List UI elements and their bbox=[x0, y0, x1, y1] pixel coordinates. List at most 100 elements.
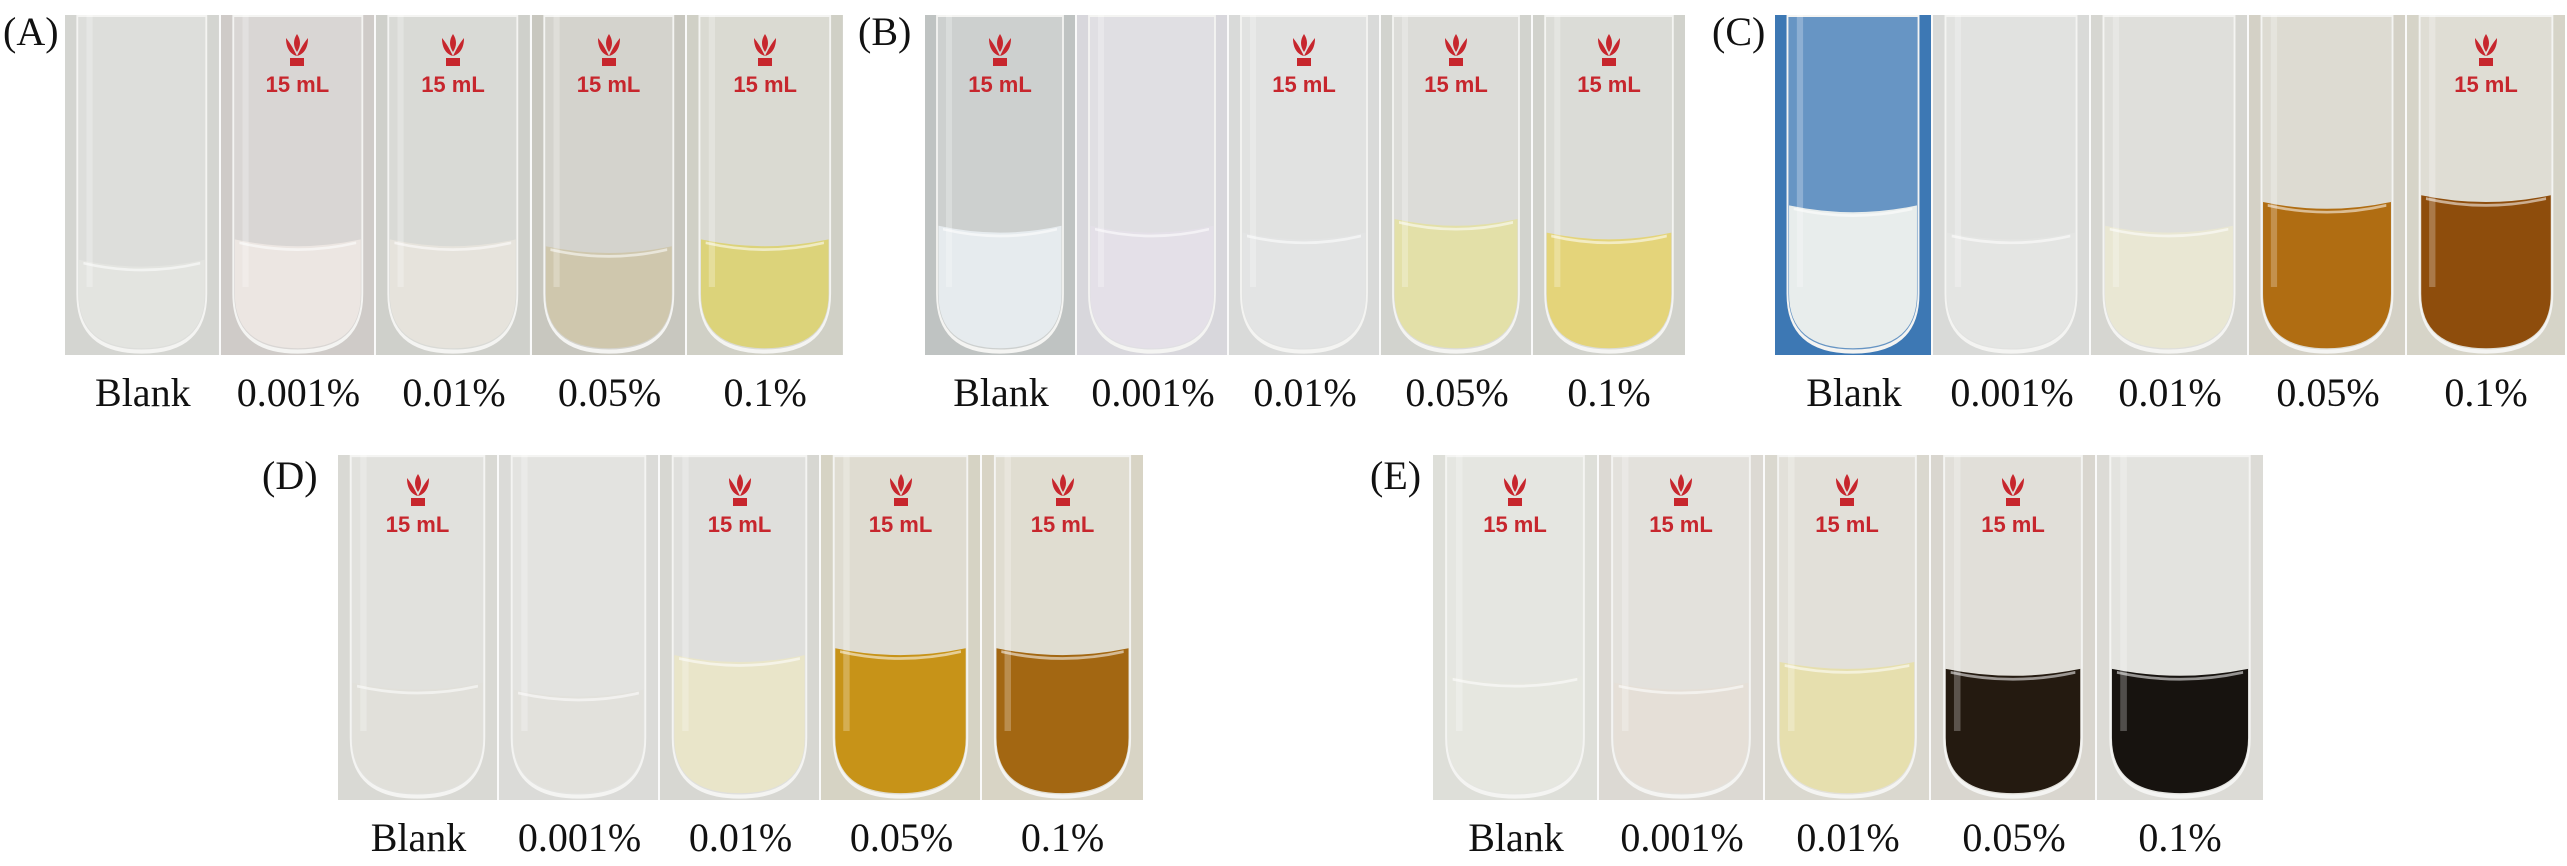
captions-e: Blank 0.001% 0.01% 0.05% 0.1% bbox=[1433, 818, 2263, 858]
tulip-logo-icon bbox=[1998, 472, 2028, 508]
caption-a-blank: Blank bbox=[95, 370, 191, 415]
liquid bbox=[1613, 682, 1749, 794]
liquid bbox=[2111, 668, 2249, 794]
caption-a-0001: 0.001% bbox=[236, 370, 361, 415]
liquid bbox=[2263, 202, 2391, 349]
tube-a-blank bbox=[65, 15, 221, 355]
volume-mark: 15 mL bbox=[1649, 512, 1713, 538]
caption-a-01: 0.1% bbox=[723, 370, 807, 415]
tube-e-01 bbox=[2097, 455, 2263, 800]
tube-photo bbox=[1931, 455, 2095, 800]
volume-mark: 15 mL bbox=[265, 72, 330, 97]
liquid bbox=[1242, 232, 1366, 349]
liquid bbox=[1789, 205, 1917, 349]
volume-mark: 15 mL bbox=[1815, 512, 1879, 538]
tube-photo bbox=[821, 455, 980, 800]
caption-c-005: 0.05% bbox=[2276, 370, 2380, 415]
volume-mark: 15 mL bbox=[385, 512, 450, 538]
tube-b-005: 15 mL bbox=[1381, 15, 1533, 355]
liquid bbox=[390, 239, 516, 349]
tube-photo bbox=[220, 15, 375, 355]
tube-a-005: 15 mL bbox=[531, 15, 688, 355]
volume-mark: 15 mL bbox=[1272, 72, 1336, 97]
tube-photo bbox=[499, 455, 658, 800]
liquid bbox=[352, 682, 483, 794]
tube-c-blank bbox=[1775, 15, 1933, 355]
tulip-logo-icon bbox=[594, 32, 624, 68]
tube-e-0001: 15 mL bbox=[1599, 455, 1765, 800]
caption-b-0001: 0.001% bbox=[1091, 370, 1215, 415]
tube-photo bbox=[376, 15, 530, 355]
captions-c: Blank 0.001% 0.01% 0.05% 0.1% bbox=[1775, 373, 2565, 413]
liquid bbox=[1779, 662, 1915, 794]
tulip-logo-icon bbox=[750, 32, 780, 68]
liquid bbox=[2421, 195, 2551, 349]
captions-a: Blank 0.001% 0.01% 0.05% 0.1% bbox=[65, 373, 843, 413]
tube-photo bbox=[338, 455, 497, 800]
liquid bbox=[835, 648, 966, 794]
caption-c-001: 0.01% bbox=[2118, 370, 2222, 415]
liquid bbox=[674, 655, 805, 794]
tube-photo bbox=[1765, 455, 1929, 800]
caption-c-01: 0.1% bbox=[2444, 370, 2528, 415]
liquid bbox=[1947, 232, 2075, 349]
tulip-logo-icon bbox=[403, 472, 433, 508]
tube-d-blank: 15 mL bbox=[338, 455, 499, 800]
captions-b: Blank 0.001% 0.01% 0.05% 0.1% bbox=[925, 373, 1685, 413]
tulip-logo-icon bbox=[1832, 472, 1862, 508]
tube-photo bbox=[1533, 15, 1685, 355]
tube-photo bbox=[1775, 15, 1931, 355]
tube-e-001: 15 mL bbox=[1765, 455, 1931, 800]
volume-mark: 15 mL bbox=[733, 72, 797, 97]
panel-label-b: (B) bbox=[858, 9, 912, 54]
tulip-logo-icon bbox=[438, 32, 468, 68]
photo-strip-c: 15 mL bbox=[1775, 15, 2565, 355]
tube-a-0001: 15 mL bbox=[220, 15, 377, 355]
tube-c-0001 bbox=[1933, 15, 2091, 355]
tube-d-0001 bbox=[499, 455, 660, 800]
panel-label-e: (E) bbox=[1370, 453, 1422, 498]
volume-mark: 15 mL bbox=[868, 512, 933, 538]
tube-photo bbox=[982, 455, 1143, 800]
caption-e-005: 0.05% bbox=[1962, 815, 2066, 860]
caption-d-0001: 0.001% bbox=[517, 815, 642, 860]
liquid bbox=[701, 239, 829, 349]
caption-e-blank: Blank bbox=[1468, 815, 1564, 860]
tulip-logo-icon bbox=[1441, 32, 1471, 68]
volume-mark: 15 mL bbox=[1424, 72, 1488, 97]
liquid bbox=[78, 259, 205, 349]
volume-mark: 15 mL bbox=[2454, 72, 2518, 97]
tube-e-blank: 15 mL bbox=[1433, 455, 1599, 800]
volume-mark: 15 mL bbox=[968, 72, 1032, 97]
tube-d-01: 15 mL bbox=[982, 455, 1143, 800]
tube-d-005: 15 mL bbox=[821, 455, 982, 800]
tube-photo bbox=[1599, 455, 1763, 800]
volume-mark: 15 mL bbox=[1577, 72, 1641, 97]
volume-mark: 15 mL bbox=[576, 72, 641, 97]
photo-strip-e: 15 mL 15 mL 15 mL 15 mL bbox=[1433, 455, 2263, 800]
volume-mark: 15 mL bbox=[1030, 512, 1095, 538]
tube-c-01: 15 mL bbox=[2407, 15, 2565, 355]
liquid bbox=[234, 239, 361, 349]
caption-a-005: 0.05% bbox=[557, 370, 662, 415]
tube-a-01: 15 mL bbox=[687, 15, 843, 355]
panel-label-d: (D) bbox=[262, 453, 318, 498]
tulip-logo-icon bbox=[282, 32, 312, 68]
tube-photo bbox=[2091, 15, 2247, 355]
tulip-logo-icon bbox=[985, 32, 1015, 68]
photo-strip-d: 15 mL 15 mL 15 mL 15 mL bbox=[338, 455, 1143, 800]
tulip-logo-icon bbox=[2471, 32, 2501, 68]
liquid bbox=[1394, 219, 1518, 349]
liquid bbox=[1447, 675, 1583, 794]
caption-e-001: 0.01% bbox=[1796, 815, 1900, 860]
tube-b-01: 15 mL bbox=[1533, 15, 1685, 355]
tube-photo bbox=[660, 455, 819, 800]
volume-mark: 15 mL bbox=[421, 72, 485, 97]
caption-e-01: 0.1% bbox=[2138, 815, 2222, 860]
liquid bbox=[1945, 668, 2081, 794]
tulip-logo-icon bbox=[1048, 472, 1078, 508]
volume-mark: 15 mL bbox=[1981, 512, 2045, 538]
tube-b-blank: 15 mL bbox=[925, 15, 1077, 355]
caption-b-01: 0.1% bbox=[1567, 370, 1651, 415]
volume-mark: 15 mL bbox=[1483, 512, 1547, 538]
